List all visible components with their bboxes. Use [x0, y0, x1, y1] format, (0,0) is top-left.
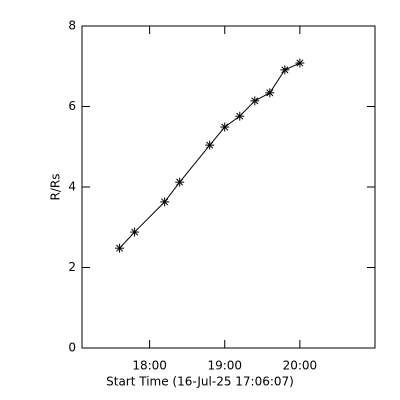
y-tick-label: 8 — [68, 19, 76, 33]
marker-stroke — [251, 97, 259, 105]
y-tick-label: 6 — [68, 99, 76, 113]
marker — [295, 58, 305, 68]
x-axis-label: Start Time (16-Jul-25 17:06:07) — [106, 375, 294, 389]
plot-frame — [81, 25, 376, 349]
y-tick-label: 2 — [68, 260, 76, 274]
marker — [265, 88, 275, 98]
marker — [280, 65, 290, 75]
marker-stroke — [161, 198, 169, 206]
marker-stroke — [221, 123, 229, 131]
marker-stroke — [131, 228, 139, 236]
marker — [220, 122, 230, 132]
marker-stroke — [296, 59, 304, 67]
y-axis-label: R/Rs — [49, 174, 63, 201]
marker — [205, 140, 215, 150]
marker — [115, 243, 125, 253]
marker-stroke — [206, 141, 214, 149]
marker — [250, 96, 260, 106]
x-tick-label: 19:00 — [207, 359, 242, 373]
y-tick-label: 4 — [68, 180, 76, 194]
marker — [235, 111, 245, 121]
marker-stroke — [236, 112, 244, 120]
data-line — [119, 62, 301, 249]
marker-stroke — [281, 66, 289, 74]
x-tick-label: 20:00 — [283, 359, 318, 373]
marker-stroke — [176, 178, 184, 186]
marker — [130, 227, 140, 237]
marker-stroke — [116, 244, 124, 252]
x-tick-label: 18:00 — [132, 359, 167, 373]
marker — [175, 177, 185, 187]
y-tick-label: 0 — [68, 341, 76, 355]
marker-stroke — [266, 89, 274, 97]
marker — [160, 197, 170, 207]
